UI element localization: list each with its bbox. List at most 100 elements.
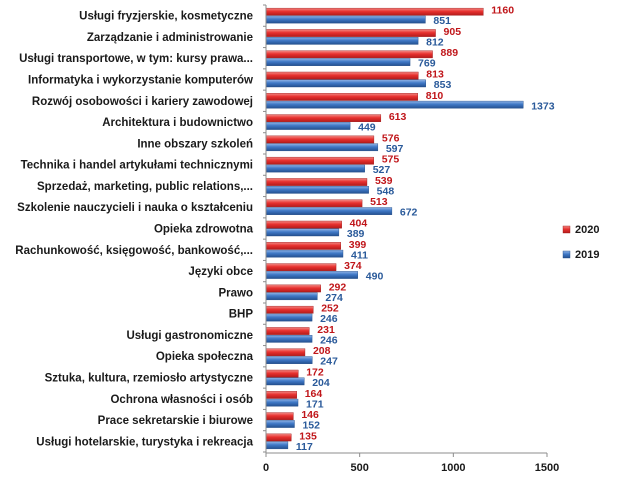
value-label-2019: 389 [347, 228, 365, 240]
value-label-2019: 851 [433, 15, 451, 27]
category-label: Opieka społeczna [156, 351, 254, 363]
bar-2020-12 [265, 263, 337, 271]
value-label-2020: 404 [350, 218, 368, 230]
bar-2020-17 [265, 369, 299, 378]
category-label: Technika i handel artykułami technicznym… [21, 160, 253, 172]
value-label-2019: 247 [320, 356, 338, 368]
bar-2019-10 [265, 228, 340, 237]
bar-2020-11 [265, 242, 341, 250]
value-label-2019: 853 [434, 79, 452, 91]
category-label: Prawo [218, 287, 253, 299]
bar-2019-0 [265, 15, 426, 24]
category-label: Usługi hotelarskie, turystyka i rekreacj… [36, 436, 253, 448]
legend-label-2020: 2020 [575, 224, 599, 236]
value-label-2020: 576 [382, 132, 400, 144]
bars [265, 7, 524, 450]
x-tick-label: 0 [263, 462, 269, 474]
value-label-2020: 575 [382, 154, 400, 166]
category-label: Języki obce [188, 266, 253, 278]
value-label-2019: 1373 [531, 100, 555, 112]
bar-2019-9 [265, 207, 393, 215]
bar-2019-13 [265, 292, 318, 301]
bar-2020-6 [265, 135, 375, 144]
value-label-2020: 539 [375, 175, 393, 187]
bar-2019-5 [265, 122, 351, 130]
value-label-2019: 812 [426, 36, 444, 48]
value-label-2019: 274 [325, 292, 343, 304]
legend: 2020 2019 [562, 224, 599, 261]
x-axis: 0 500 1000 1500 [263, 4, 559, 474]
bar-2019-11 [265, 249, 344, 258]
x-tick-label: 1500 [535, 462, 559, 474]
bar-2020-4 [265, 93, 418, 101]
category-label: Prace sekretarskie i biurowe [98, 415, 253, 427]
value-label-2019: 672 [400, 207, 418, 219]
bar-2019-19 [265, 420, 295, 428]
category-labels: Usługi fryzjerskie, kosmetyczne Zarządzan… [15, 11, 253, 449]
x-tick-label: 1000 [441, 462, 465, 474]
category-label: Usługi transportowe, w tym: kursy prawa.… [19, 53, 253, 65]
value-label-2020: 208 [313, 345, 331, 357]
value-label-2020: 146 [301, 409, 319, 421]
legend-swatch-2019 [562, 250, 571, 259]
category-label: Szkolenie nauczycieli i nauka o kształce… [17, 202, 253, 214]
bar-2019-18 [265, 398, 299, 407]
category-label: Ochrona własności i osób [110, 394, 253, 406]
bar-2020-15 [265, 327, 310, 335]
value-label-2020: 905 [444, 26, 462, 38]
value-label-2019: 246 [320, 334, 338, 346]
value-label-2019: 246 [320, 313, 338, 325]
value-label-2020: 810 [426, 90, 444, 102]
category-label: Rachunkowość, księgowość, bankowość,... [15, 245, 253, 257]
x-tick-label: 500 [350, 462, 368, 474]
value-label-2020: 513 [370, 196, 388, 208]
bar-2020-16 [265, 348, 306, 357]
value-label-2020: 1160 [491, 5, 514, 17]
value-label-2020: 135 [299, 430, 317, 442]
value-label-2020: 374 [344, 260, 362, 272]
bar-2020-8 [265, 178, 368, 186]
bar-2020-14 [265, 305, 314, 314]
legend-swatch-2020 [562, 225, 571, 234]
bar-2020-3 [265, 71, 419, 80]
value-label-2019: 527 [373, 164, 391, 176]
value-label-2019: 204 [312, 377, 330, 389]
category-label: Opieka zdrowotna [154, 224, 254, 236]
value-label-2020: 613 [389, 111, 407, 123]
value-label-2020: 252 [321, 303, 339, 315]
bar-2020-19 [265, 412, 294, 420]
value-label-2020: 292 [329, 281, 347, 293]
legend-label-2019: 2019 [575, 249, 599, 261]
value-label-2020: 172 [306, 367, 324, 379]
category-label: Inne obszary szkoleń [137, 138, 253, 150]
value-label-2019: 171 [306, 398, 324, 410]
bar-2020-20 [265, 433, 292, 442]
bar-2019-20 [265, 441, 289, 450]
category-label: Zarządzanie i administrowanie [87, 32, 253, 44]
category-label: Usługi gastronomiczne [126, 330, 253, 342]
category-label: Sztuka, kultura, rzemiosło artystyczne [45, 373, 253, 385]
bar-2019-3 [265, 79, 426, 88]
bar-2020-13 [265, 284, 321, 293]
value-label-2019: 449 [358, 122, 376, 134]
bar-2020-1 [265, 29, 436, 37]
value-label-2020: 164 [305, 388, 323, 400]
bar-2019-1 [265, 37, 419, 45]
bar-2020-9 [265, 199, 363, 208]
value-label-2020: 399 [349, 239, 367, 251]
category-label: Architektura i budownictwo [102, 117, 253, 129]
bar-2019-6 [265, 143, 379, 152]
bar-2019-15 [265, 335, 313, 343]
value-label-2019: 769 [418, 58, 436, 70]
bar-2020-10 [265, 220, 342, 229]
category-label: Informatyka i wykorzystanie komputerów [28, 75, 253, 87]
value-label-2020: 231 [317, 324, 335, 336]
bar-2020-7 [265, 156, 374, 165]
bar-2019-17 [265, 377, 305, 386]
value-label-2019: 597 [386, 143, 404, 155]
value-label-2019: 152 [302, 420, 320, 432]
category-label: BHP [229, 309, 254, 321]
bar-2019-8 [265, 186, 369, 194]
